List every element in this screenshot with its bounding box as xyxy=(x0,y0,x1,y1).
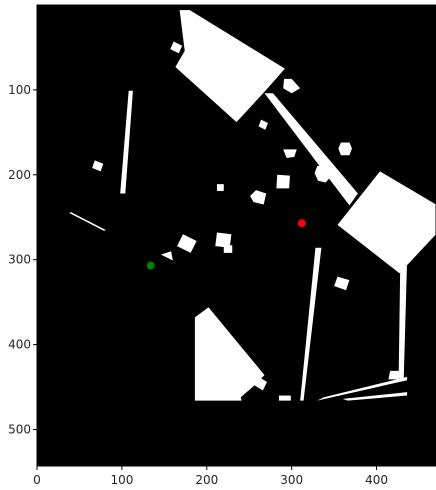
obstacle-22 xyxy=(223,245,233,253)
y-tick-label: 100 xyxy=(8,83,31,97)
x-tick-label: 200 xyxy=(195,473,218,487)
y-tick-label: 300 xyxy=(8,253,31,267)
obstacle-4 xyxy=(194,307,265,401)
obstacle-10 xyxy=(170,41,183,54)
obstacle-9 xyxy=(342,392,408,401)
obstacle-1 xyxy=(175,10,285,123)
obstacle-17 xyxy=(314,162,333,183)
y-tick-label: 500 xyxy=(8,422,31,436)
x-tick-label: 0 xyxy=(33,473,41,487)
x-tick-label: 100 xyxy=(110,473,133,487)
scatter-point-2-1 xyxy=(297,219,306,228)
obstacle-15 xyxy=(92,160,104,172)
obstacle-19 xyxy=(250,190,267,205)
obstacle-11 xyxy=(283,78,301,94)
obstacle-20 xyxy=(215,232,232,248)
obstacle-8 xyxy=(317,376,408,401)
obstacle-21 xyxy=(177,234,197,253)
obstacle-5 xyxy=(300,247,322,401)
y-tick-label: 400 xyxy=(8,338,31,352)
obstacle-7 xyxy=(120,90,133,194)
obstacle-27 xyxy=(278,395,291,401)
obstacle-28 xyxy=(69,212,106,231)
obstacle-layer xyxy=(69,10,436,401)
obstacle-6 xyxy=(398,257,408,379)
x-tick-label: 300 xyxy=(280,473,303,487)
scatter-point-1-1 xyxy=(146,261,155,270)
obstacle-24 xyxy=(334,276,350,291)
point-layer xyxy=(146,219,306,270)
x-tick-label: 400 xyxy=(365,473,388,487)
obstacle-3 xyxy=(337,171,436,274)
axis-layer: 0 100 200 300 400 100 200 300 400 500 xyxy=(8,4,436,487)
obstacle-18 xyxy=(216,184,224,191)
obstacle-26 xyxy=(388,370,401,380)
obstacle-25 xyxy=(251,375,268,391)
obstacle-12 xyxy=(258,119,268,130)
plot-frame xyxy=(36,4,436,467)
obstacle-13 xyxy=(283,149,297,158)
y-tick-label: 200 xyxy=(8,168,31,182)
obstacle-23 xyxy=(160,251,173,261)
obstacle-2 xyxy=(264,93,358,206)
obstacle-14 xyxy=(338,142,352,156)
obstacle-16 xyxy=(276,174,290,189)
